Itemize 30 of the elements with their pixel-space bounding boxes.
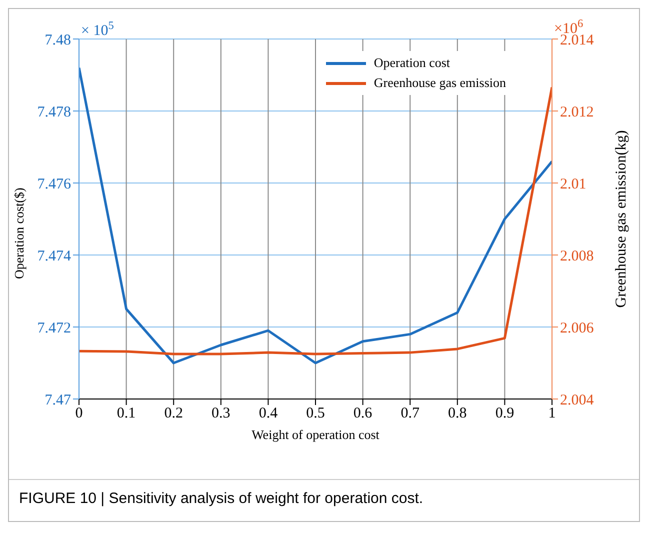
y-tick-label: 7.47 xyxy=(44,392,72,408)
x-axis-title: Weight of operation cost xyxy=(252,427,380,442)
y-tick-label: 7.478 xyxy=(37,104,71,120)
caption: FIGURE 10 | Sensitivity analysis of weight for operation cost. xyxy=(9,479,639,521)
y2-tick-label: 2.008 xyxy=(560,248,594,264)
legend-label: Greenhouse gas emission xyxy=(374,74,506,92)
x-tick-label: 0.2 xyxy=(164,406,183,422)
x-tick-label: 0.4 xyxy=(258,406,278,422)
x-tick-label: 0.5 xyxy=(306,406,325,422)
x-tick-label: 0.8 xyxy=(448,406,467,422)
y-tick-label: 7.476 xyxy=(37,176,72,192)
x-tick-label: 0.1 xyxy=(116,406,136,422)
legend-label: Operation cost xyxy=(374,54,450,72)
y2-axis-title: Greenhouse gas emission(kg) xyxy=(613,130,630,308)
y-tick-label: 7.472 xyxy=(37,320,71,336)
y2-tick-label: 2.014 xyxy=(560,32,594,48)
y-axis-title: Operation cost($) xyxy=(12,188,27,279)
y2-tick-label: 2.012 xyxy=(560,104,594,120)
x-tick-label: 1 xyxy=(548,406,556,422)
x-tick-label: 0.9 xyxy=(495,406,514,422)
x-tick-label: 0.7 xyxy=(400,406,420,422)
y2-tick-label: 2.004 xyxy=(560,392,594,408)
x-tick-label: 0.6 xyxy=(353,406,373,422)
y-tick-label: 7.48 xyxy=(44,32,71,48)
y2-tick-label: 2.01 xyxy=(560,176,586,192)
x-tick-label: 0.3 xyxy=(212,406,230,422)
annotation: × 10$^{5}$ xyxy=(81,20,114,39)
y-tick-label: 7.474 xyxy=(37,248,72,264)
y2-tick-label: 2.006 xyxy=(560,320,594,336)
x-tick-label: 0 xyxy=(75,406,83,422)
